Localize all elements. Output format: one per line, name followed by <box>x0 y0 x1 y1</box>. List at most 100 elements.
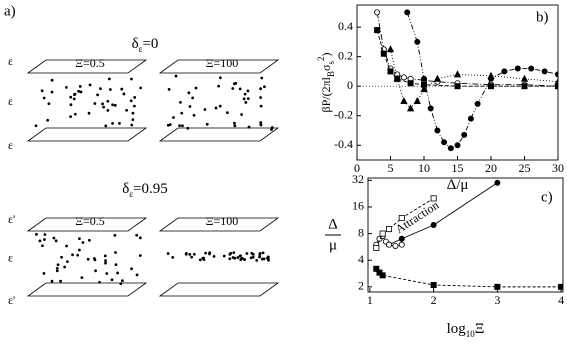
point <box>501 68 508 75</box>
point <box>413 96 421 104</box>
particle <box>99 87 102 90</box>
particle <box>188 105 192 108</box>
particle <box>222 254 226 258</box>
label-part: βP/(2πl <box>319 76 333 112</box>
point <box>430 222 437 229</box>
particle <box>131 111 135 115</box>
particle <box>42 96 46 100</box>
point <box>407 80 414 87</box>
particle <box>270 128 273 132</box>
point <box>433 74 442 82</box>
y-tick-label: 0.4 <box>338 19 353 33</box>
point <box>398 241 405 248</box>
particle <box>234 81 238 85</box>
point <box>467 115 474 122</box>
particle <box>258 255 261 259</box>
particle <box>240 256 244 260</box>
particle <box>81 241 85 244</box>
particle <box>46 118 50 122</box>
point <box>404 9 411 16</box>
particle <box>261 251 265 255</box>
particle <box>186 126 190 130</box>
particle <box>93 102 97 105</box>
point <box>474 100 481 107</box>
particle <box>135 233 139 237</box>
particle <box>71 253 74 257</box>
label-part: σ <box>319 64 333 71</box>
label-part: B <box>326 71 336 77</box>
particle <box>192 113 196 117</box>
point <box>400 74 407 81</box>
particle <box>113 233 117 237</box>
particle <box>86 257 90 261</box>
particle <box>54 239 58 243</box>
particle <box>102 105 105 109</box>
particle <box>78 237 81 241</box>
particle <box>259 104 263 108</box>
particle <box>69 115 72 119</box>
plot-area <box>374 9 558 152</box>
y-axis-label-den: μ <box>329 237 337 253</box>
particle <box>229 251 233 255</box>
particle <box>104 261 107 265</box>
particle <box>212 254 216 258</box>
particle <box>107 77 111 81</box>
particle <box>243 258 246 261</box>
particle <box>110 278 114 282</box>
point <box>379 230 386 237</box>
x-axis-label: log10Ξ <box>447 321 485 339</box>
particle <box>60 255 63 259</box>
particle <box>111 122 114 125</box>
point <box>441 139 448 146</box>
label-part: =0 <box>142 36 158 52</box>
particle <box>249 256 253 260</box>
particle <box>217 84 221 88</box>
point <box>379 272 386 279</box>
x-tick-label: 20 <box>485 161 497 175</box>
xi-label: Ξ=0.5 <box>75 56 104 70</box>
particle <box>251 255 255 259</box>
particle <box>106 99 110 103</box>
particle <box>72 93 76 96</box>
particle <box>255 259 259 262</box>
particle <box>56 263 60 267</box>
plate <box>158 59 280 74</box>
particle <box>118 121 121 125</box>
particle <box>178 124 181 128</box>
point <box>373 265 380 272</box>
label-part: 10 <box>466 329 476 339</box>
point <box>420 75 427 82</box>
particle <box>114 263 118 267</box>
particle <box>236 256 240 259</box>
x-tick-label: 30 <box>552 161 564 175</box>
point <box>374 27 381 34</box>
particle <box>108 88 112 91</box>
particle <box>171 256 175 259</box>
label-part: δ <box>132 36 139 52</box>
particle <box>55 269 59 273</box>
particle <box>65 260 69 264</box>
particle <box>232 251 236 255</box>
point <box>554 77 558 85</box>
point <box>406 104 415 112</box>
plate <box>158 127 280 142</box>
y-tick-label: 2 <box>358 279 364 293</box>
point <box>386 45 395 53</box>
particle <box>242 97 246 101</box>
y-tick-label: -0.4 <box>334 137 353 151</box>
particle <box>34 124 38 128</box>
point <box>380 50 387 57</box>
point <box>454 83 461 90</box>
particle <box>87 111 91 115</box>
particle <box>104 259 107 263</box>
particle <box>133 104 136 108</box>
point <box>514 65 521 72</box>
point <box>374 9 381 16</box>
series-line <box>390 49 558 110</box>
particle <box>92 257 96 260</box>
point <box>453 70 462 78</box>
particle <box>111 103 114 107</box>
schematic-title: δε=0 <box>132 36 159 54</box>
label-part: 2 <box>316 56 326 61</box>
particle <box>63 265 67 269</box>
